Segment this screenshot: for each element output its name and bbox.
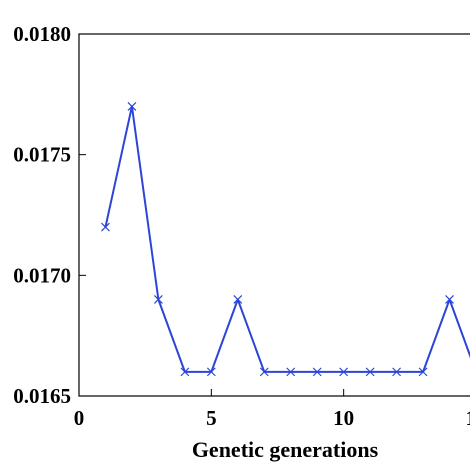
y-axis-ticks: 0.0165 0.0170 0.0175 0.0180 — [13, 22, 86, 408]
x-tick-label: 0 — [74, 406, 85, 430]
x-tick-label: 5 — [206, 406, 217, 430]
data-point-marker — [206, 367, 216, 377]
data-point-marker — [180, 367, 190, 377]
data-point-marker — [153, 295, 163, 304]
y-tick-label: 0.0180 — [13, 22, 71, 46]
data-point-marker — [339, 367, 349, 377]
x-tick-label: 10 — [333, 406, 354, 430]
series-layer — [101, 101, 470, 377]
plot-area — [78, 33, 470, 397]
data-point-marker — [101, 222, 110, 232]
data-point-marker — [233, 295, 243, 304]
data-point-marker — [392, 367, 402, 377]
x-axis-ticks: 0 5 10 15 — [74, 389, 470, 430]
data-point-marker — [365, 367, 375, 377]
data-point-marker — [445, 295, 454, 304]
y-tick-label: 0.0175 — [13, 143, 71, 167]
data-point-marker — [418, 367, 428, 377]
data-point-marker — [312, 367, 322, 377]
x-axis-title: Genetic generations — [192, 437, 379, 462]
x-tick-label: 15 — [466, 406, 470, 430]
data-point-marker — [286, 367, 296, 377]
y-tick-label: 0.0165 — [13, 384, 71, 408]
data-point-marker — [127, 101, 137, 111]
plot-frame — [78, 33, 470, 397]
data-point-marker — [259, 367, 269, 377]
y-tick-label: 0.0170 — [13, 263, 71, 287]
